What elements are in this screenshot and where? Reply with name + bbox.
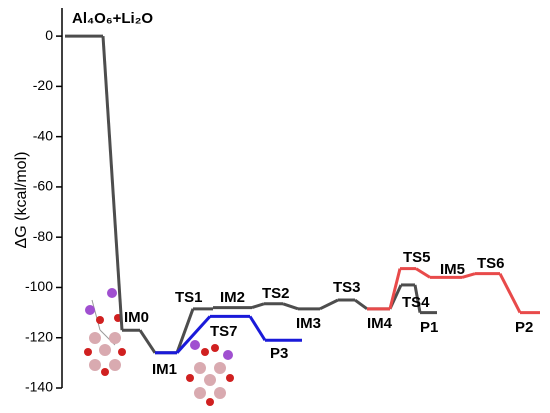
y-tick-label: -140 bbox=[25, 379, 53, 395]
state-label: TS2 bbox=[262, 285, 290, 302]
connector bbox=[413, 284, 422, 313]
state-label: IM3 bbox=[296, 315, 321, 332]
connector bbox=[498, 272, 522, 314]
connector bbox=[175, 308, 195, 354]
connector bbox=[461, 272, 476, 279]
y-tick-label: -80 bbox=[33, 228, 53, 244]
state-label: TS7 bbox=[210, 323, 238, 340]
connector bbox=[251, 302, 265, 309]
y-tick-label: -100 bbox=[25, 278, 53, 294]
molecule-1 bbox=[84, 288, 126, 376]
state-label: IM0 bbox=[124, 309, 149, 326]
connector bbox=[388, 268, 402, 310]
connector bbox=[282, 302, 299, 311]
state-label: IM1 bbox=[152, 361, 177, 378]
connector bbox=[101, 36, 124, 331]
y-tick-label: -120 bbox=[25, 328, 53, 344]
state-label: TS4 bbox=[402, 294, 430, 311]
molecule-2 bbox=[186, 340, 234, 406]
state-label: IM4 bbox=[367, 315, 393, 332]
state-label: P1 bbox=[420, 319, 438, 336]
connector bbox=[354, 298, 368, 311]
state-label: TS5 bbox=[403, 249, 431, 266]
state-label: IM2 bbox=[220, 289, 245, 306]
y-tick-label: 0 bbox=[45, 27, 53, 43]
state-label: IM5 bbox=[440, 261, 465, 278]
state-label: TS3 bbox=[333, 279, 361, 296]
connector bbox=[175, 315, 212, 354]
connector bbox=[319, 298, 339, 311]
connector bbox=[248, 315, 267, 342]
y-tick-label: -60 bbox=[33, 178, 53, 194]
state-label: TS1 bbox=[175, 289, 203, 306]
y-tick-label: -20 bbox=[33, 77, 53, 93]
y-axis-label: ΔG (kcal/mol) bbox=[13, 152, 30, 249]
state-label: P2 bbox=[515, 319, 533, 336]
state-label: Al₄O₆+Li₂O bbox=[72, 10, 153, 27]
state-label: P3 bbox=[270, 345, 288, 362]
connector bbox=[138, 329, 157, 354]
state-label: TS6 bbox=[477, 255, 505, 272]
connector bbox=[415, 267, 431, 279]
y-tick-label: -40 bbox=[33, 127, 53, 143]
